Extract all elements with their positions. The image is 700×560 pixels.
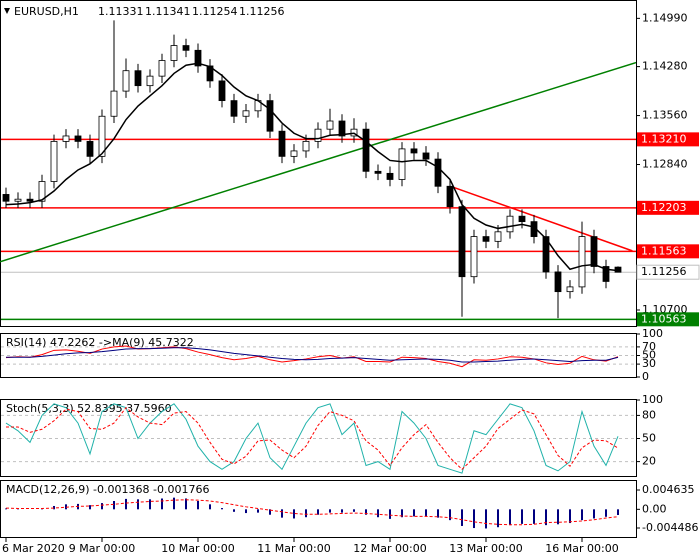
level-box xyxy=(637,200,699,215)
candle-body xyxy=(506,215,514,233)
candle-body xyxy=(278,130,286,157)
candle-body xyxy=(230,100,238,117)
y-tick-label: 1.14990 xyxy=(642,11,688,24)
moving-average xyxy=(5,62,619,272)
candle-body xyxy=(566,286,574,293)
candle-body xyxy=(362,128,370,172)
indicator-line xyxy=(5,403,619,474)
symbol-icon xyxy=(4,8,10,14)
candle-body xyxy=(38,181,46,202)
symbol: EURUSD,H1 xyxy=(14,5,79,18)
candle-body xyxy=(134,70,142,87)
candle-body xyxy=(422,152,430,160)
candle-body xyxy=(218,80,226,102)
level-label: 1.11563 xyxy=(641,244,687,257)
candle-body xyxy=(314,128,322,142)
y-tick-label: 70 xyxy=(642,340,656,353)
x-tick-label: 10 Mar 00:00 xyxy=(161,542,234,555)
y-tick-label: 100 xyxy=(642,393,663,406)
y-tick-label: 0 xyxy=(642,370,649,383)
x-tick-label: 9 Mar 00:00 xyxy=(69,542,135,555)
y-tick-label: -0.004486 xyxy=(642,521,698,534)
candle-body xyxy=(590,236,598,267)
candle-body xyxy=(542,236,550,273)
y-tick-label: 20 xyxy=(642,455,656,468)
candle-body xyxy=(26,198,34,202)
y-tick-label: 1.14280 xyxy=(642,60,688,73)
y-tick-label: 0.004635 xyxy=(642,483,695,496)
candle-body xyxy=(14,198,22,202)
y-tick-label: 0.00 xyxy=(642,502,667,515)
candle-body xyxy=(170,45,178,61)
y-tick-label: 30 xyxy=(642,357,656,370)
panel-label: RSI(14) 47.2262 ->MA(9) 45.7322 xyxy=(6,336,194,349)
candle-body xyxy=(2,194,10,202)
candle-body xyxy=(398,148,406,180)
candle-body xyxy=(518,215,526,223)
x-tick-label: 11 Mar 00:00 xyxy=(257,542,330,555)
candle-body xyxy=(146,75,154,87)
panel-label: Stoch(5,3,3) 52.8395 37.5960 xyxy=(6,402,172,415)
x-tick-label: 13 Mar 00:00 xyxy=(449,542,522,555)
level-box xyxy=(637,244,699,259)
level-label: 1.12203 xyxy=(641,201,687,214)
ohlc-value: 1.11341 xyxy=(145,5,191,18)
candle-body xyxy=(458,206,466,278)
candle-body xyxy=(242,110,250,117)
candle-body xyxy=(266,100,274,132)
candle-body xyxy=(470,236,478,278)
candle-body xyxy=(302,141,310,152)
last-price-label: 1.11256 xyxy=(641,265,687,278)
candle-body xyxy=(62,135,70,142)
ohlc-value: 1.11331 xyxy=(98,5,144,18)
candle-body xyxy=(494,231,502,242)
y-tick-label: 80 xyxy=(642,408,656,421)
y-tick-label: 100 xyxy=(642,327,663,340)
ohlc-value: 1.11254 xyxy=(192,5,238,18)
candle-body xyxy=(98,115,106,157)
candle-body xyxy=(86,141,94,157)
signal-line xyxy=(5,499,619,526)
candle-body xyxy=(338,120,346,137)
candle-body xyxy=(326,120,334,130)
trend-line xyxy=(0,61,637,263)
candle-body xyxy=(74,135,82,142)
level-label: 1.10563 xyxy=(641,312,687,325)
candle-body xyxy=(410,148,418,154)
candle-body xyxy=(290,150,298,157)
y-tick-label: 50 xyxy=(642,432,656,445)
trend-line xyxy=(452,186,633,252)
x-tick-label: 12 Mar 00:00 xyxy=(353,542,426,555)
x-tick-label: 16 Mar 00:00 xyxy=(545,542,618,555)
indicator-line xyxy=(6,347,619,363)
panel-label: MACD(12,26,9) -0.001368 -0.001766 xyxy=(6,483,209,496)
candle-body xyxy=(194,49,202,67)
candle-body xyxy=(434,158,442,187)
candle-body xyxy=(386,172,394,180)
candle-body xyxy=(158,60,166,77)
candle-body xyxy=(182,45,190,51)
main-panel xyxy=(0,0,637,327)
candle-body xyxy=(482,236,490,242)
candle-body xyxy=(554,271,562,293)
level-box xyxy=(637,132,699,147)
candle-body xyxy=(602,266,610,282)
candle-body xyxy=(110,90,118,117)
candle-body xyxy=(122,70,130,92)
last-price-box xyxy=(636,264,700,280)
candle-body xyxy=(50,141,58,182)
candle-body xyxy=(446,185,454,208)
y-tick-label: 50 xyxy=(642,349,656,362)
y-tick-label: 1.12840 xyxy=(642,158,688,171)
indicator-line xyxy=(6,407,619,470)
level-box xyxy=(637,312,699,327)
indicator-line xyxy=(5,345,619,368)
x-tick-label: 6 Mar 2020 xyxy=(2,542,65,555)
ohlc-value: 1.11256 xyxy=(239,5,285,18)
level-label: 1.13210 xyxy=(641,132,687,145)
y-tick-label: 1.13560 xyxy=(642,109,688,122)
candle-body xyxy=(374,170,382,174)
candle-body xyxy=(578,236,586,288)
